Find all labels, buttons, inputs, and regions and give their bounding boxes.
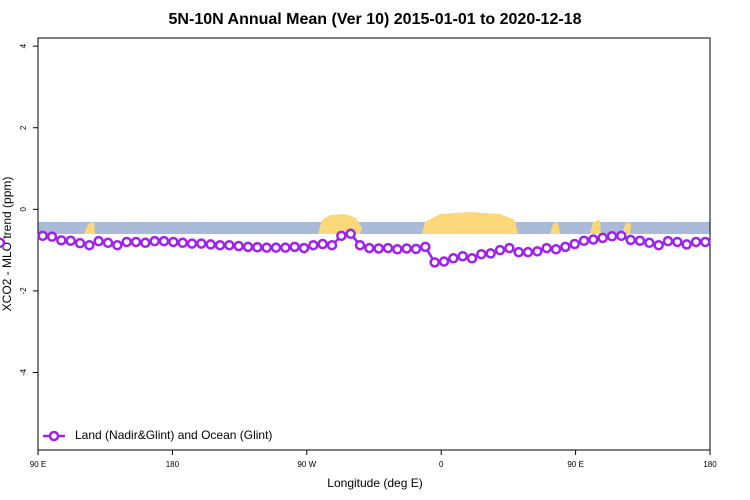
- data-point: [205, 239, 216, 250]
- data-point: [681, 239, 692, 250]
- data-point: [196, 238, 207, 249]
- data-point: [476, 248, 487, 260]
- y-tick-label: -2: [19, 287, 28, 295]
- y-axis-label: XCO2 - MLO trend (ppm): [0, 177, 14, 312]
- data-point: [541, 242, 552, 254]
- land-patch: [622, 222, 631, 234]
- data-point: [690, 236, 702, 248]
- data-point: [308, 239, 319, 251]
- data-point: [625, 234, 636, 246]
- data-point: [158, 235, 170, 247]
- y-tick-label: -4: [19, 368, 28, 376]
- data-point: [550, 244, 562, 255]
- data-point: [662, 235, 674, 247]
- x-tick-label: 90 E: [30, 460, 46, 469]
- data-point: [168, 236, 179, 248]
- x-tick-label: 90 W: [297, 460, 316, 469]
- data-point: [420, 241, 431, 253]
- data-point: [653, 239, 664, 251]
- data-point: [522, 246, 534, 258]
- data-point: [252, 242, 263, 253]
- data-point: [354, 239, 366, 251]
- data-point: [485, 248, 496, 259]
- data-point: [513, 246, 524, 258]
- data-point: [382, 242, 394, 254]
- data-point: [280, 242, 291, 253]
- x-tick-label: 180: [703, 460, 717, 469]
- data-point: [130, 236, 142, 248]
- data-point: [448, 253, 459, 264]
- data-point: [112, 239, 123, 251]
- data-point: [672, 236, 683, 248]
- data-point: [261, 242, 272, 253]
- data-point: [93, 235, 104, 247]
- land-patch: [550, 222, 560, 234]
- data-point: [149, 235, 160, 247]
- map-strip: [38, 212, 710, 234]
- data-point: [0, 237, 6, 249]
- data-point: [242, 241, 254, 253]
- data-point: [560, 241, 571, 253]
- data-point: [74, 237, 86, 249]
- data-point: [289, 241, 300, 253]
- legend-label: Land (Nadir&Glint) and Ocean (Glint): [75, 428, 272, 442]
- data-point: [336, 230, 347, 242]
- data-point: [37, 230, 48, 242]
- data-point: [345, 228, 356, 240]
- data-point: [532, 246, 543, 257]
- data-point: [569, 238, 580, 250]
- data-point: [466, 253, 478, 264]
- land-patch: [590, 220, 601, 234]
- land-patch: [422, 212, 518, 234]
- x-tick-label: 90 E: [567, 460, 583, 469]
- data-point: [597, 232, 608, 244]
- data-point: [410, 243, 422, 255]
- data-point: [429, 257, 440, 268]
- data-point: [186, 238, 198, 249]
- data-point: [588, 234, 599, 245]
- legend-marker: [48, 430, 60, 442]
- x-axis-label: Longitude (deg E): [327, 476, 422, 490]
- data-point: [177, 237, 188, 249]
- data-point: [457, 250, 468, 262]
- data-point: [700, 236, 711, 248]
- data-point: [504, 242, 515, 254]
- data-point: [392, 244, 403, 255]
- ocean-band: [38, 222, 710, 234]
- data-point: [317, 238, 328, 250]
- data-point: [224, 239, 235, 251]
- data-point: [102, 237, 114, 249]
- data-point: [364, 242, 375, 254]
- land-patch: [84, 222, 95, 234]
- data-point: [140, 237, 151, 249]
- data-point: [65, 235, 76, 246]
- data-point: [401, 243, 412, 254]
- data-point: [233, 240, 244, 252]
- data-point: [326, 239, 338, 251]
- data-point: [616, 230, 627, 242]
- data-point: [438, 256, 450, 267]
- y-tick-label: 2: [19, 125, 28, 130]
- y-tick-label: 4: [19, 43, 28, 48]
- chart-title: 5N-10N Annual Mean (Ver 10) 2015-01-01 t…: [169, 11, 582, 28]
- data-point: [494, 244, 506, 256]
- x-tick-label: 0: [439, 460, 444, 469]
- data-point: [644, 237, 655, 249]
- data-point: [298, 242, 310, 254]
- data-point: [214, 239, 226, 251]
- data-point: [121, 236, 132, 248]
- data-point: [84, 239, 95, 251]
- data-point: [270, 242, 282, 253]
- x-tick-label: 180: [166, 460, 180, 469]
- data-point: [56, 235, 67, 246]
- y-tick-label: 0: [19, 207, 28, 212]
- data-point: [46, 231, 58, 242]
- data-point: [373, 243, 384, 254]
- data-point: [578, 235, 590, 246]
- data-point: [606, 230, 618, 242]
- data-point: [634, 235, 646, 246]
